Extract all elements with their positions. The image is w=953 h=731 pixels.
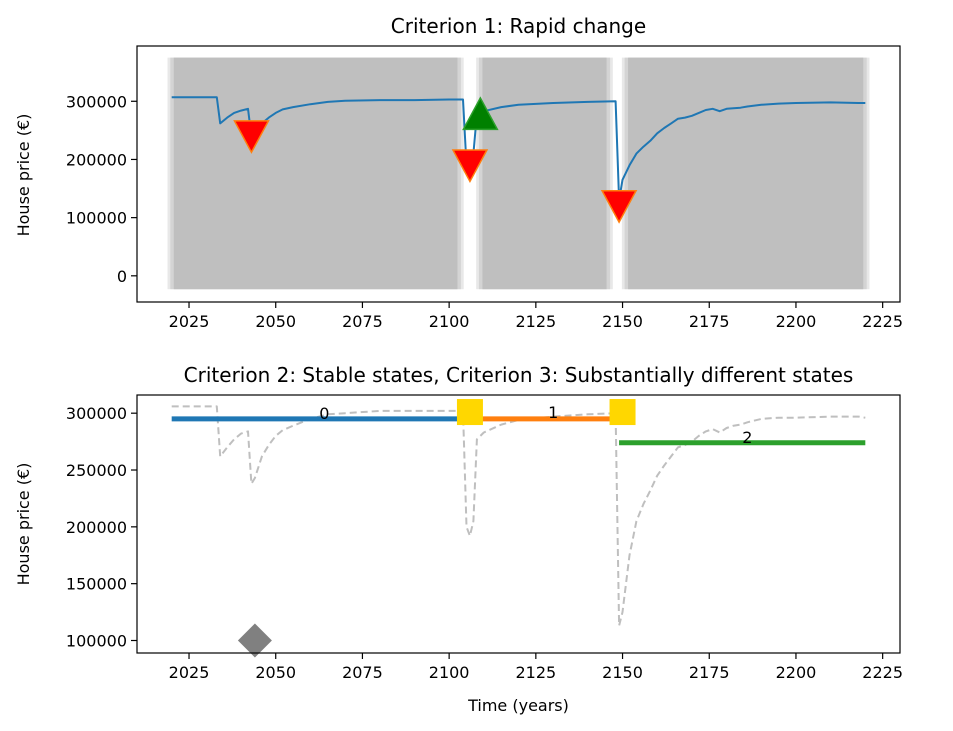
x-tick-label: 2175 — [689, 663, 730, 682]
x-axis-label: Time (years) — [467, 696, 569, 715]
y-tick-label: 0 — [117, 267, 127, 286]
panel-rapid-change: Criterion 1: Rapid change House price (€… — [14, 14, 903, 331]
y-tick-label: 200000 — [66, 150, 127, 169]
y-axis-label: House price (€) — [14, 463, 33, 586]
segment-label: 0 — [319, 404, 329, 423]
x-tick-label: 2050 — [255, 312, 296, 331]
diamond-marker — [237, 623, 272, 658]
triangle-down-marker — [600, 189, 638, 224]
shaded-region — [628, 57, 864, 290]
series-line — [171, 405, 866, 627]
axes-frame — [136, 45, 901, 303]
y-axis-label: House price (€) — [14, 114, 33, 237]
x-tick-label: 2025 — [169, 663, 210, 682]
boundary-marker — [456, 399, 483, 426]
x-tick-label: 2200 — [776, 312, 817, 331]
axes-frame — [136, 394, 901, 654]
y-tick-label: 100000 — [66, 209, 127, 228]
y-tick-label: 200000 — [66, 518, 127, 537]
y-tick-label: 100000 — [66, 631, 127, 650]
panel-title: Criterion 1: Rapid change — [391, 14, 646, 38]
x-tick-label: 2025 — [169, 312, 210, 331]
panel-stable-states: Criterion 2: Stable states, Criterion 3:… — [14, 363, 903, 715]
y-tick-label: 300000 — [66, 404, 127, 423]
triangle-up-marker — [462, 96, 499, 131]
x-tick-label: 2125 — [515, 312, 556, 331]
triangle-down-marker — [451, 149, 489, 183]
x-tick-label: 2100 — [429, 663, 470, 682]
shaded-region — [482, 57, 607, 290]
x-tick-label: 2050 — [255, 663, 296, 682]
x-tick-label: 2125 — [515, 663, 556, 682]
x-tick-label: 2225 — [862, 312, 903, 331]
x-tick-label: 2150 — [602, 312, 643, 331]
shaded-region — [173, 57, 458, 290]
x-tick-label: 2150 — [602, 663, 643, 682]
x-tick-label: 2075 — [342, 663, 383, 682]
y-tick-label: 300000 — [66, 92, 127, 111]
plot-content — [167, 57, 870, 290]
plot-area: 0 1 2 2025 2050 2075 2100 2125 2150 2175 2200 2225 1… — [66, 394, 903, 682]
y-tick-label: 150000 — [66, 575, 127, 594]
plot-area: 2025 2050 2075 2100 2125 2150 2175 2200 2225 0 100… — [66, 45, 903, 331]
panel-title: Criterion 2: Stable states, Criterion 3:… — [184, 363, 854, 387]
x-tick-label: 2100 — [429, 312, 470, 331]
x-tick-label: 2175 — [689, 312, 730, 331]
triangle-down-marker — [233, 120, 270, 154]
x-tick-label: 2200 — [776, 663, 817, 682]
boundary-marker — [609, 399, 636, 426]
x-tick-label: 2225 — [862, 663, 903, 682]
x-tick-label: 2075 — [342, 312, 383, 331]
segment-label: 2 — [742, 428, 752, 447]
plot-content — [171, 405, 866, 627]
y-tick-label: 250000 — [66, 461, 127, 480]
segment-label: 1 — [548, 403, 558, 422]
